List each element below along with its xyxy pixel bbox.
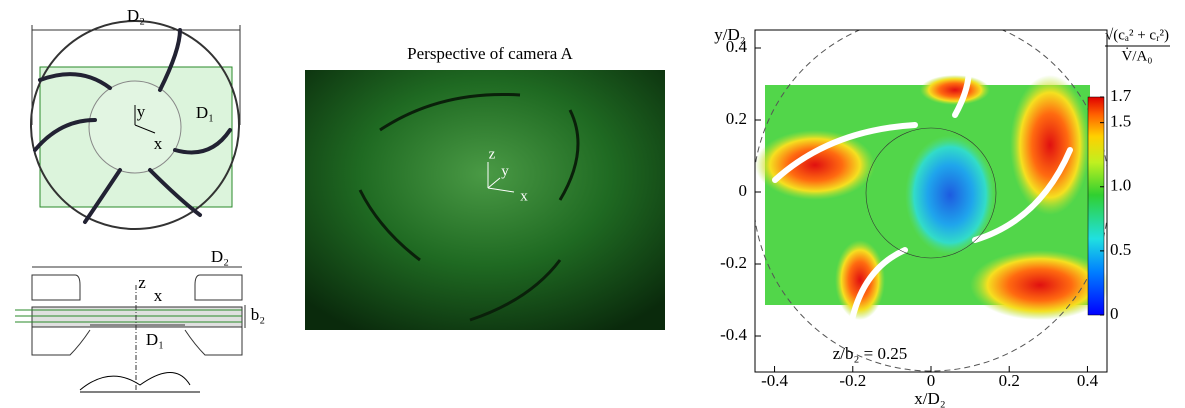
label: z: [489, 146, 496, 162]
x-axis-label: x/D₂: [914, 389, 945, 408]
x-tick-label: -0.4: [761, 371, 788, 390]
colorbar-tick-label: 0: [1110, 304, 1119, 323]
colorbar-label: √(cₐ² + cᵣ²): [1105, 27, 1169, 43]
label: z: [138, 273, 146, 292]
label: D₂: [127, 6, 145, 25]
label: D₁: [146, 330, 164, 349]
label: D₂: [211, 247, 229, 266]
label: x: [154, 134, 163, 153]
y-tick-label: -0.4: [720, 325, 747, 344]
x-tick-label: 0.2: [999, 371, 1020, 390]
annotation: z/b₂ = 0.25: [833, 344, 908, 363]
label: D₁: [196, 103, 214, 122]
x-tick-label: -0.2: [839, 371, 866, 390]
label: y: [501, 163, 509, 179]
x-tick-label: 0.4: [1077, 371, 1099, 390]
impeller-side-view: [15, 267, 245, 392]
photo-title: Perspective of camera A: [407, 44, 573, 63]
colorbar-label: V̇/A₀: [1121, 48, 1152, 65]
y-tick-label: 0.4: [726, 37, 748, 56]
figure: D₂ D₁ y x D₂ z x b₂ D₁ Perspective of ca…: [0, 0, 1185, 408]
colorbar-tick-label: 1.5: [1110, 112, 1131, 131]
colorbar-tick-label: 1.7: [1110, 86, 1132, 105]
y-tick-label: 0.2: [726, 109, 747, 128]
colorbar-tick-label: 1.0: [1110, 176, 1131, 195]
colorbar-tick-label: 0.5: [1110, 240, 1131, 259]
camera-photo: [305, 70, 665, 330]
impeller-top-view: [31, 21, 240, 229]
label: b₂: [251, 305, 265, 324]
label: x: [154, 286, 163, 305]
colorbar: [1088, 97, 1104, 315]
y-tick-label: 0: [739, 181, 748, 200]
contour-field: [753, 15, 1110, 371]
x-tick-label: 0: [927, 371, 936, 390]
label: y: [137, 102, 146, 121]
y-tick-label: -0.2: [720, 253, 747, 272]
label: x: [520, 188, 528, 204]
